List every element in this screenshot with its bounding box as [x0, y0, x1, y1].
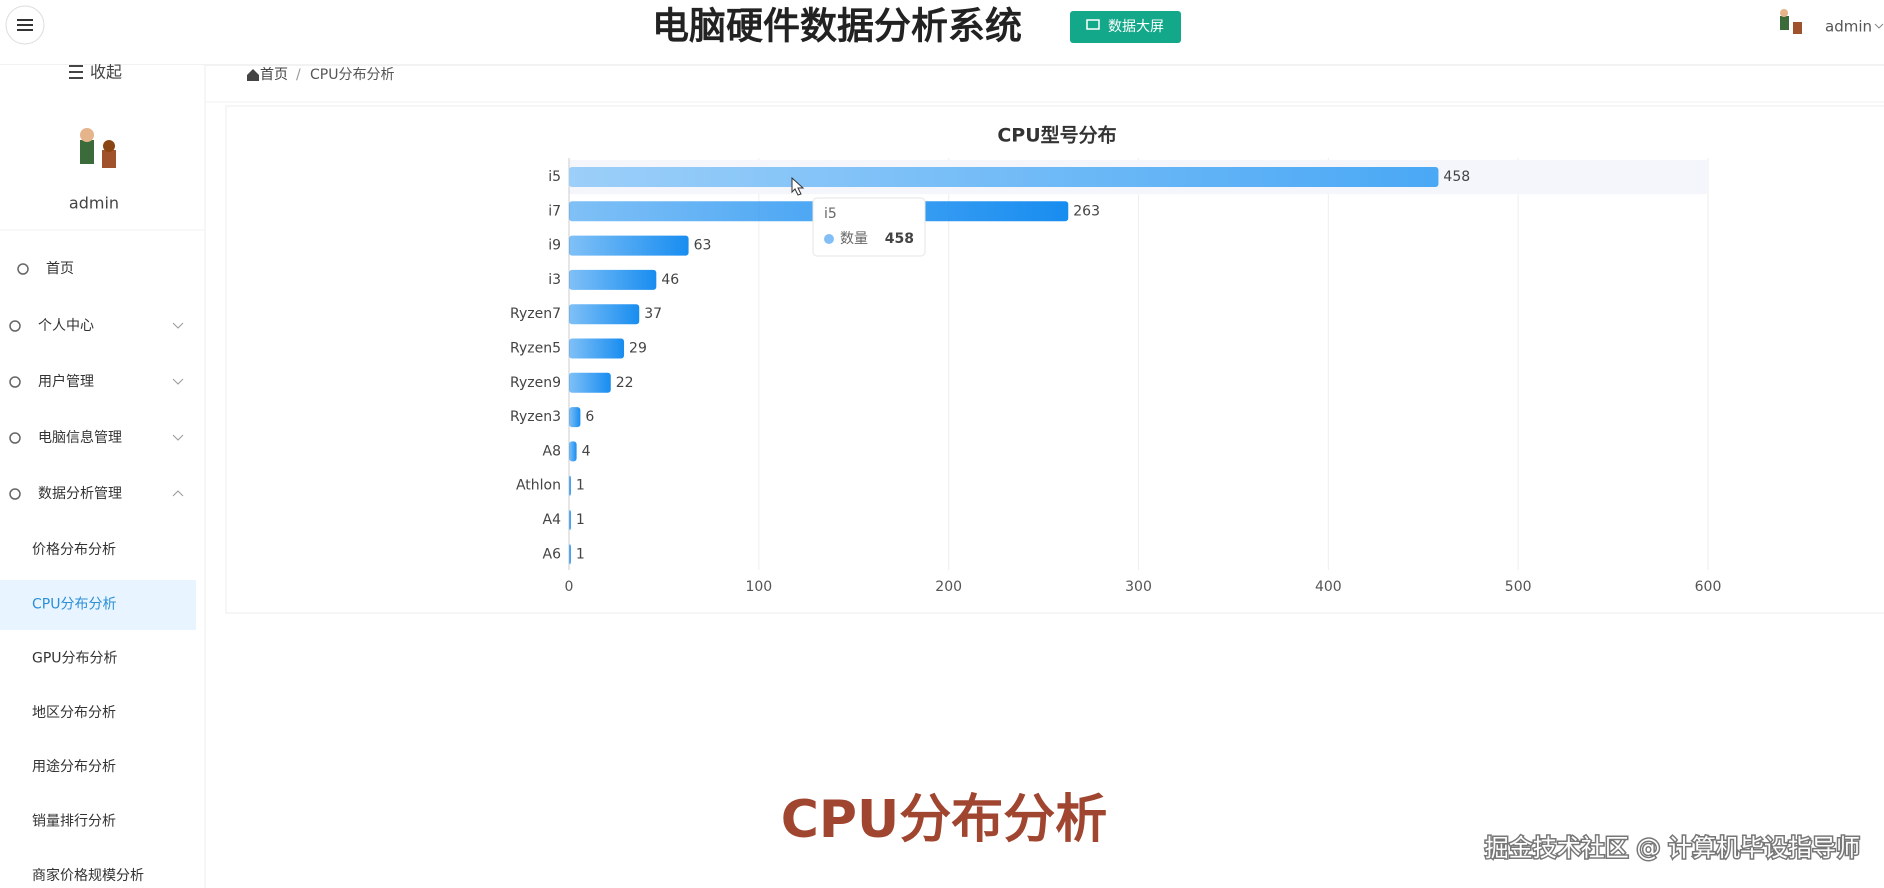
collapse[interactable]: 收起 [90, 63, 122, 82]
x-tick-label: 300 [1125, 579, 1152, 595]
y-tick-label: A8 [543, 443, 561, 459]
data-label: 1 [576, 512, 585, 528]
menu-icon [9, 376, 21, 388]
menu-icon [9, 320, 21, 332]
sidebar-username: admin [69, 194, 119, 213]
bar [569, 167, 1439, 187]
menu-item[interactable]: 首页 [46, 261, 74, 277]
x-tick-label: 100 [745, 579, 772, 595]
menu-icon [17, 19, 33, 31]
home-icon [247, 69, 259, 81]
user-dropdown [1874, 23, 1884, 29]
y-tick-label: Ryzen5 [510, 341, 561, 357]
data-label: 29 [629, 341, 647, 357]
menu-item[interactable]: 用户管理 [38, 373, 94, 390]
bar [569, 441, 577, 462]
collapse-icon [69, 65, 83, 79]
x-tick-label: 0 [565, 579, 574, 595]
submenu-item[interactable]: 商家价格规模分析 [32, 867, 144, 884]
menu-item[interactable]: 电脑信息管理 [38, 429, 122, 446]
bar [569, 544, 571, 565]
breadcrumb-home[interactable]: 首页 [260, 67, 288, 83]
bar [569, 372, 611, 393]
data-label: 46 [661, 272, 679, 288]
sidebar [0, 65, 204, 888]
menu-chevron [172, 490, 184, 497]
cursor [791, 176, 805, 196]
submenu-item[interactable]: 销量排行分析 [32, 814, 116, 830]
bar [569, 475, 571, 496]
tooltip-value: 458 [885, 231, 914, 247]
data-label: 63 [694, 238, 712, 254]
tooltip-series: 数量 [840, 231, 868, 247]
bar [569, 407, 581, 428]
watermark: 掘金技术社区 @ 计算机毕设指导师 [1485, 834, 1860, 862]
data-label: 6 [585, 409, 594, 425]
submenu-item[interactable]: CPU分布分析 [32, 596, 116, 612]
bar [569, 510, 571, 530]
submenu-item[interactable]: 地区分布分析 [32, 705, 116, 721]
y-tick-label: Ryzen9 [510, 375, 561, 391]
bar [569, 338, 625, 359]
x-tick-label: 400 [1315, 579, 1342, 595]
data-label: 1 [576, 546, 585, 562]
y-tick-label: i5 [548, 169, 561, 185]
breadcrumb-current: CPU分布分析 [310, 67, 394, 83]
x-tick-label: 600 [1695, 579, 1722, 595]
menu-icon [9, 432, 21, 444]
y-tick-label: i9 [548, 238, 561, 254]
submenu-item[interactable]: 用途分布分析 [32, 758, 116, 775]
bar [569, 235, 689, 256]
y-tick-label: Ryzen3 [510, 409, 561, 425]
menu-chevron [172, 322, 184, 329]
data-label: 263 [1073, 203, 1100, 219]
tooltip: i5 数量 458 [812, 197, 926, 257]
tooltip-box [812, 197, 926, 257]
menu-item[interactable]: 个人中心 [38, 318, 94, 334]
y-tick-label: Athlon [516, 478, 561, 494]
dashboard-button-label: 数据大屏 [1108, 19, 1164, 35]
menu-chevron [172, 434, 184, 441]
header [0, 0, 1884, 65]
bar [569, 304, 640, 325]
x-tick-label: 500 [1505, 579, 1532, 595]
submenu-item[interactable]: 价格分布分析 [32, 542, 116, 558]
sidebar-avatar [80, 128, 116, 168]
tooltip-marker [824, 234, 834, 244]
breadcrumb-separator: / [296, 67, 301, 83]
y-tick-label: A4 [543, 512, 562, 528]
data-label: 1 [576, 478, 585, 494]
bar [569, 269, 657, 290]
data-label: 37 [644, 306, 662, 322]
caption: CPU分布分析 [781, 790, 1108, 850]
menu-item[interactable]: 数据分析管理 [38, 486, 122, 502]
menu-icon [17, 263, 29, 275]
user-avatar[interactable] [1780, 9, 1802, 34]
x-tick-label: 200 [935, 579, 962, 595]
tooltip-category: i5 [824, 206, 837, 222]
data-label: 22 [616, 375, 634, 391]
chart-title: CPU型号分布 [997, 124, 1116, 147]
active-item-bg [0, 580, 196, 630]
menu-chevron [172, 378, 184, 385]
y-tick-label: A6 [543, 546, 562, 562]
data-label: 458 [1443, 169, 1470, 185]
button-icon [1086, 19, 1100, 30]
submenu-item[interactable]: GPU分布分析 [32, 651, 118, 667]
dashboard-button[interactable] [1070, 11, 1181, 43]
menu-icon [9, 488, 21, 500]
y-tick-label: Ryzen7 [510, 306, 561, 322]
user-name[interactable]: admin [1825, 18, 1872, 36]
y-tick-label: i3 [548, 272, 561, 288]
data-label: 4 [582, 443, 591, 459]
app-title: 电脑硬件数据分析系统 [652, 5, 1022, 48]
y-tick-label: i7 [548, 203, 561, 219]
